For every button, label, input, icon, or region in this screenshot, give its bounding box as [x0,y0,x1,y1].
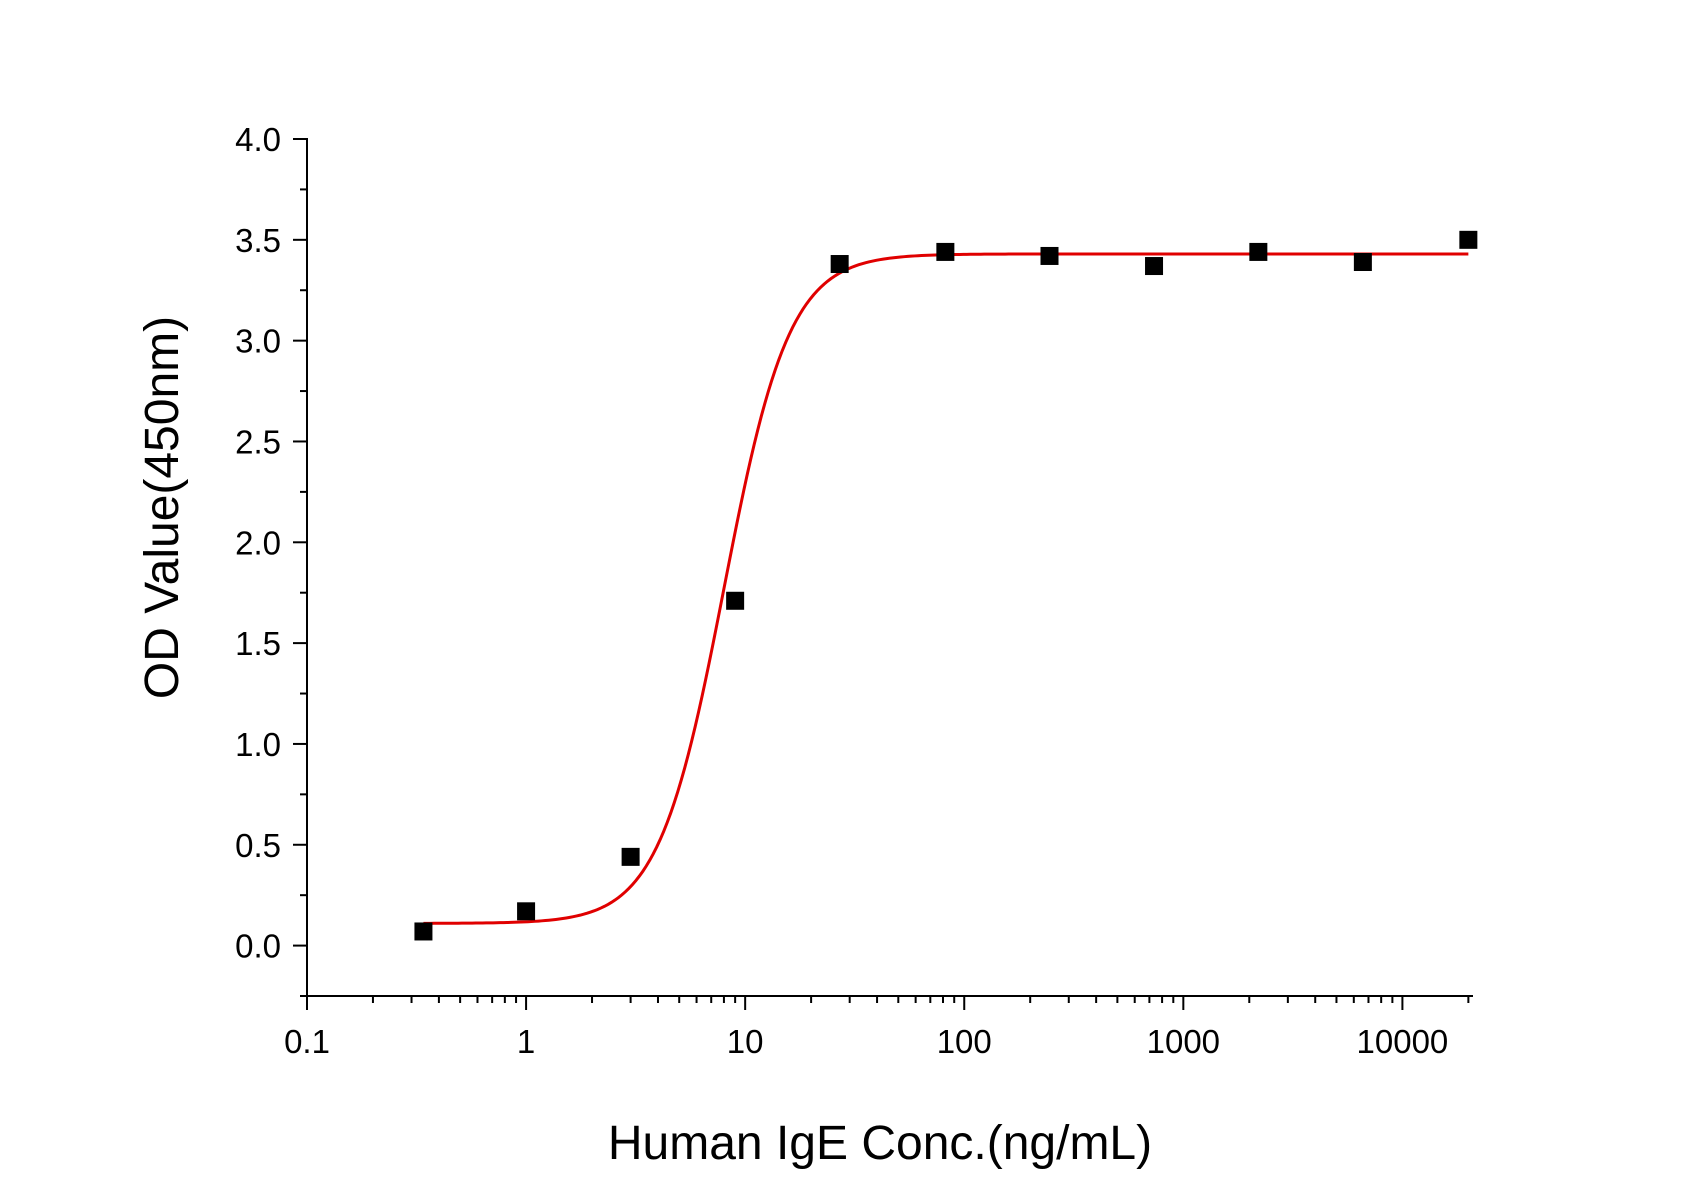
data-point [936,242,955,261]
y-tick-label: 2.0 [235,524,281,561]
data-point [621,847,640,866]
fit-curve [423,252,1469,925]
y-axis-ticks: 0.0 0.5 1.0 1.5 2.0 2.5 3.0 3.5 4.0 [235,121,307,997]
x-axis-ticks: 0.1 1 10 100 1000 10000 [284,996,1470,1060]
y-tick-label: 0.0 [235,928,281,965]
y-axis-title: OD Value(450nm) [136,316,189,699]
data-points [414,230,1478,941]
data-point [517,902,536,921]
data-point [726,591,745,610]
x-tick-label: 1000 [1147,1023,1220,1060]
y-tick-label: 3.0 [235,323,281,360]
y-tick-label: 1.0 [235,726,281,763]
y-tick-label: 0.5 [235,827,281,864]
x-tick-label: 100 [937,1023,992,1060]
y-tick-label: 2.5 [235,423,281,460]
data-point [830,255,849,274]
data-point [1040,246,1059,265]
data-point [414,922,433,941]
y-tick-label: 4.0 [235,121,281,158]
y-tick-label: 3.5 [235,222,281,259]
x-tick-label: 10000 [1357,1023,1449,1060]
data-point [1249,242,1268,261]
data-point [1353,253,1372,272]
x-tick-label: 0.1 [284,1023,330,1060]
data-point [1459,230,1478,249]
x-tick-label: 10 [727,1023,764,1060]
x-axis-title: Human IgE Conc.(ng/mL) [608,1117,1152,1170]
data-point [1145,257,1164,276]
y-tick-label: 1.5 [235,625,281,662]
x-tick-label: 1 [517,1023,535,1060]
